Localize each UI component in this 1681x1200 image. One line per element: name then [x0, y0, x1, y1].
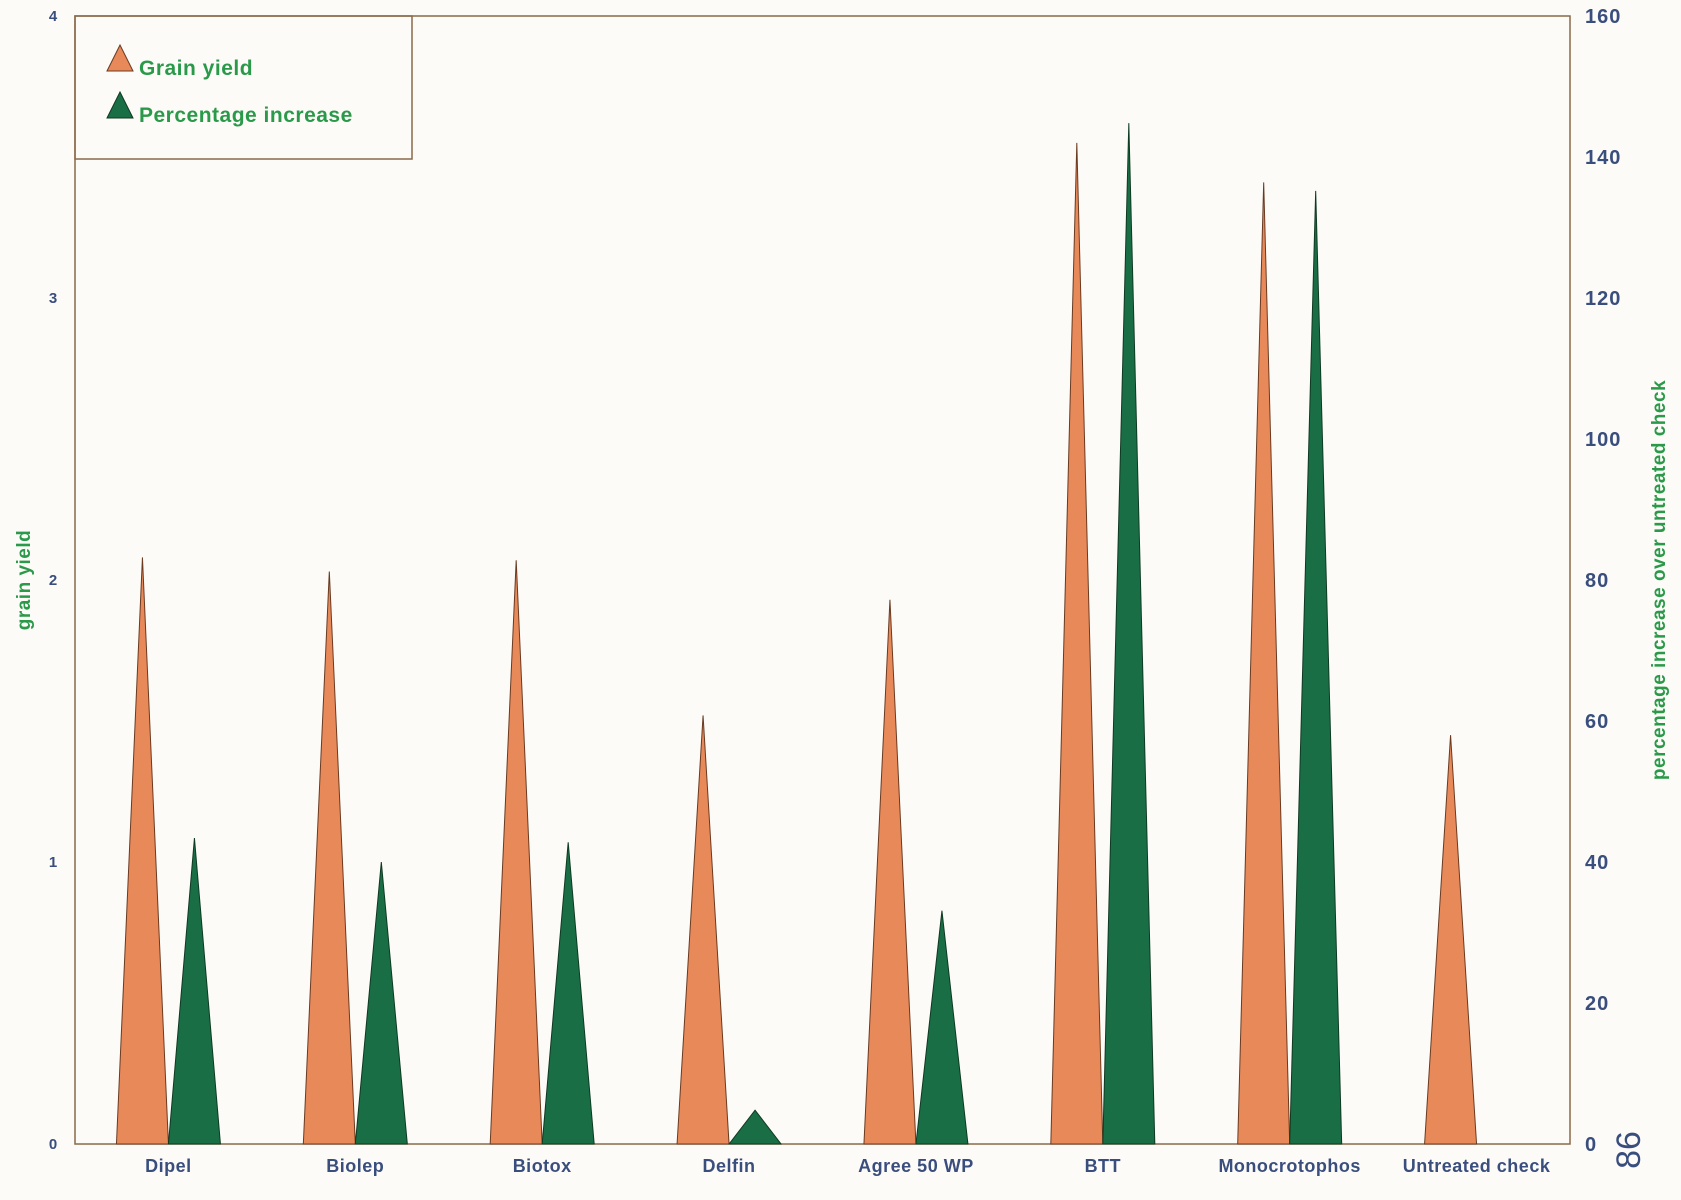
left-axis: 0 1 2 3 4: [49, 8, 58, 1153]
mark-grain-yield-biotox: [489, 560, 543, 1145]
mark-percentage-increase-btt: [1102, 123, 1156, 1145]
right-tick-40: 40: [1585, 852, 1609, 874]
mark-grain-yield-biolep: [302, 571, 356, 1145]
right-tick-140: 140: [1585, 147, 1621, 169]
right-tick-120: 120: [1585, 288, 1621, 310]
y-axis-right-title: percentage increase over untreated check: [1649, 380, 1670, 780]
legend: Grain yield Percentage increase: [74, 15, 413, 160]
right-tick-80: 80: [1585, 570, 1609, 592]
category-label-untreated-check: Untreated check: [1403, 1156, 1551, 1176]
category-label-delfin: Delfin: [703, 1156, 756, 1176]
plot-frame: [74, 15, 1571, 1145]
category-label-dipel: Dipel: [145, 1156, 192, 1176]
mark-percentage-increase-biotox: [541, 842, 595, 1145]
right-tick-0: 0: [1585, 1134, 1597, 1156]
mark-percentage-increase-agree-50-wp: [915, 910, 969, 1145]
legend-swatch-grain-yield: [106, 43, 134, 72]
mark-percentage-increase-delfin: [728, 1109, 783, 1145]
legend-box: [74, 15, 413, 160]
chart-marks: [115, 123, 1478, 1145]
right-tick-100: 100: [1585, 429, 1621, 451]
category-label-agree-50-wp: Agree 50 WP: [858, 1156, 974, 1176]
category-label-monocrotophos: Monocrotophos: [1218, 1156, 1360, 1176]
mark-percentage-increase-dipel: [167, 837, 221, 1145]
mark-percentage-increase-biolep: [354, 861, 408, 1145]
legend-label-percentage-increase: Percentage increase: [139, 104, 353, 127]
category-label-btt: BTT: [1085, 1156, 1122, 1176]
y-axis-title: grain yield: [14, 530, 35, 631]
category-axis: Dipel Biolep Biotox Delfin Agree 50 WP BTT Mon…: [145, 1156, 1551, 1176]
right-tick-20: 20: [1585, 993, 1609, 1015]
mark-grain-yield-btt: [1050, 142, 1104, 1145]
right-tick-60: 60: [1585, 711, 1609, 733]
page-number: 86: [1610, 1131, 1648, 1169]
left-tick-4: 4: [49, 8, 58, 25]
mark-percentage-increase-monocrotophos: [1289, 190, 1343, 1145]
right-axis: 0 20 40 60 80 100 120 140 160: [1585, 6, 1621, 1156]
mark-grain-yield-delfin: [676, 715, 730, 1145]
left-tick-2: 2: [49, 572, 57, 589]
legend-swatch-percentage-increase: [106, 90, 134, 119]
legend-label-grain-yield: Grain yield: [139, 57, 253, 80]
mark-grain-yield-untreated-check: [1424, 735, 1478, 1145]
left-tick-3: 3: [49, 290, 57, 307]
category-label-biotox: Biotox: [513, 1156, 572, 1176]
mark-grain-yield-dipel: [115, 557, 169, 1145]
category-label-biolep: Biolep: [326, 1156, 384, 1176]
mark-grain-yield-monocrotophos: [1237, 182, 1291, 1145]
mark-grain-yield-agree-50-wp: [863, 599, 917, 1145]
left-tick-0: 0: [49, 1136, 57, 1153]
left-tick-1: 1: [49, 854, 57, 871]
right-tick-160: 160: [1585, 6, 1621, 28]
